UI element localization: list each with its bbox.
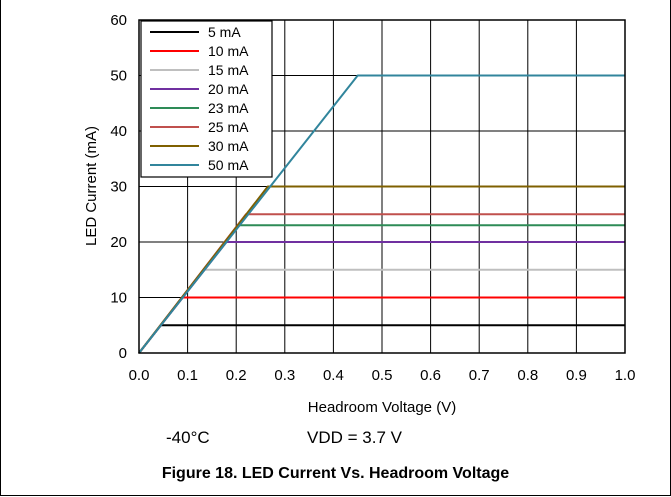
x-tick-label: 0.1	[177, 367, 198, 384]
figure-caption: Figure 18. LED Current Vs. Headroom Volt…	[161, 465, 510, 482]
x-tick-label: 1.0	[615, 367, 636, 384]
legend-label: 10 mA	[208, 43, 249, 59]
y-tick-label: 50	[110, 68, 127, 85]
legend-label: 15 mA	[208, 62, 249, 78]
y-tick-label: 40	[110, 123, 127, 140]
legend-label: 23 mA	[208, 100, 249, 116]
y-tick-labels: 0 10 20 30 40 50 60	[110, 12, 127, 362]
legend-box	[140, 20, 273, 178]
x-tick-label: 0.0	[129, 367, 150, 384]
series-line	[138, 74, 625, 354]
legend: 5 mA 10 mA 15 mA 20 mA 23 mA 25 mA 30 mA 50 mA	[140, 20, 273, 178]
temperature-note: -40°C	[166, 428, 210, 447]
x-tick-label: 0.8	[517, 367, 538, 384]
x-tick-label: 0.7	[469, 367, 490, 384]
plot-border	[138, 19, 626, 354]
x-axis-title: Headroom Voltage (V)	[308, 399, 456, 416]
y-tick-label: 20	[110, 234, 127, 251]
series-layer	[138, 74, 625, 354]
legend-label: 20 mA	[208, 81, 249, 97]
y-tick-label: 10	[110, 290, 127, 307]
x-tick-label: 0.3	[274, 367, 295, 384]
y-axis-title: LED Current (mA)	[83, 126, 100, 246]
x-tick-label: 0.9	[566, 367, 587, 384]
y-tick-label: 60	[110, 12, 127, 29]
x-tick-labels: 0.0 0.1 0.2 0.3 0.4 0.5 0.6 0.7 0.8 0.9 1.0	[129, 367, 636, 384]
x-tick-label: 0.2	[226, 367, 247, 384]
x-tick-label: 0.6	[420, 367, 441, 384]
legend-label: 25 mA	[208, 119, 249, 135]
legend-label: 30 mA	[208, 138, 249, 154]
line-chart: 0.0 0.1 0.2 0.3 0.4 0.5 0.6 0.7 0.8 0.9 1.0 0 10 20 3…	[83, 12, 636, 416]
x-tick-label: 0.5	[372, 367, 393, 384]
x-tick-label: 0.4	[323, 367, 344, 384]
legend-label: 5 mA	[208, 24, 241, 40]
y-tick-label: 30	[110, 179, 127, 196]
y-tick-label: 0	[119, 345, 127, 362]
vdd-note: VDD = 3.7 V	[307, 428, 402, 447]
legend-label: 50 mA	[208, 157, 249, 173]
